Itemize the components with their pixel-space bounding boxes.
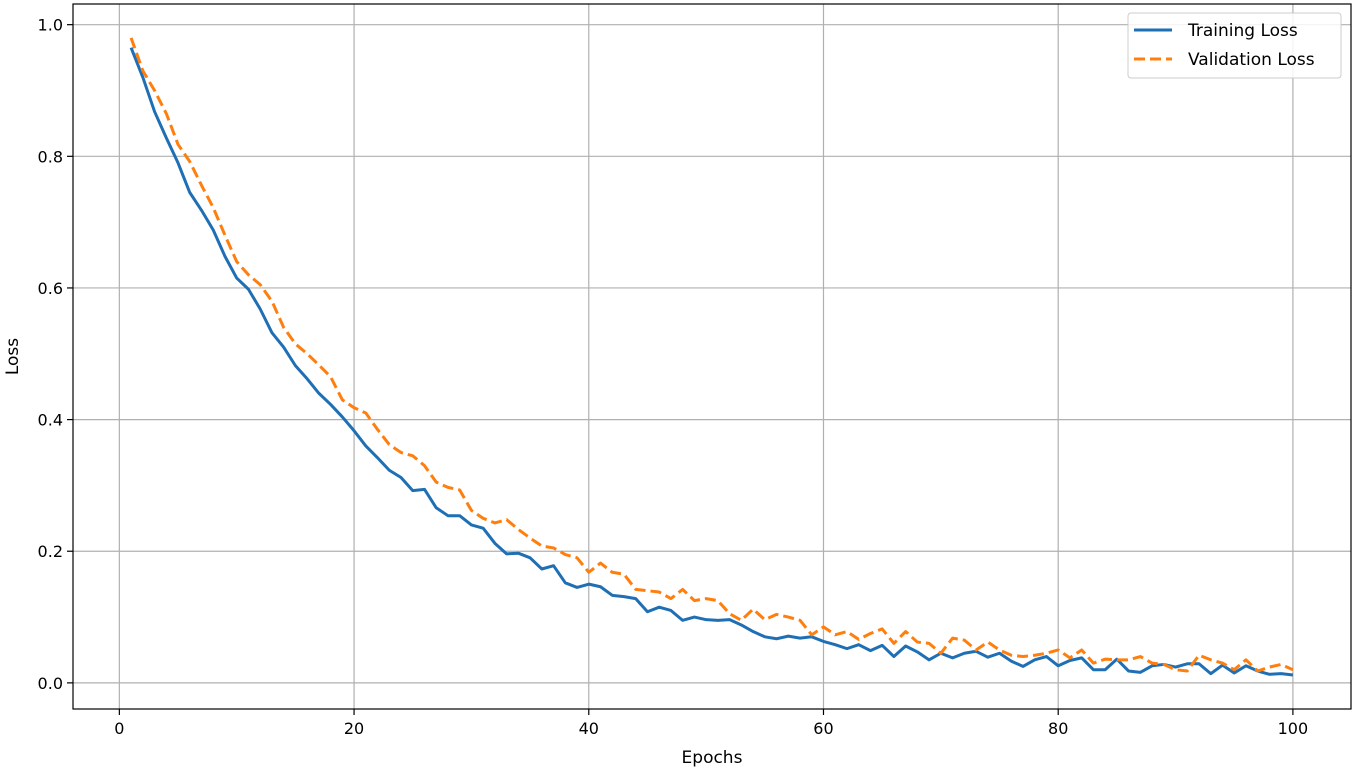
legend-box <box>1127 12 1342 79</box>
series-line-validation-loss <box>129 37 1294 673</box>
legend: Training Loss Validation Loss <box>1127 12 1342 79</box>
y-tick-label: 0.8 <box>38 147 63 166</box>
legend-label-training-loss: Training Loss <box>1187 21 1298 41</box>
x-tick-label: 0 <box>114 719 124 738</box>
x-axis-label: Epochs <box>682 748 743 768</box>
x-tick-label: 100 <box>1278 719 1309 738</box>
y-tick-label: 0.0 <box>38 674 63 693</box>
x-tick-label: 80 <box>1048 719 1068 738</box>
series-line-training-loss <box>129 47 1294 677</box>
y-tick-label: 0.4 <box>38 411 63 430</box>
y-tick-label: 1.0 <box>38 16 63 35</box>
axis-ticks: 0 20 40 60 80 100 0.0 0.2 0.4 0.6 0.8 1.0 <box>38 16 1309 738</box>
series-lines <box>129 37 1294 677</box>
x-tick-label: 20 <box>344 719 364 738</box>
grid <box>73 4 1351 709</box>
y-tick-label: 0.2 <box>38 542 63 561</box>
x-tick-label: 40 <box>579 719 599 738</box>
y-tick-label: 0.6 <box>38 279 63 298</box>
y-axis-label: Loss <box>3 338 23 375</box>
legend-label-validation-loss: Validation Loss <box>1188 50 1315 70</box>
x-tick-label: 60 <box>813 719 833 738</box>
plot-frame <box>72 3 1352 710</box>
